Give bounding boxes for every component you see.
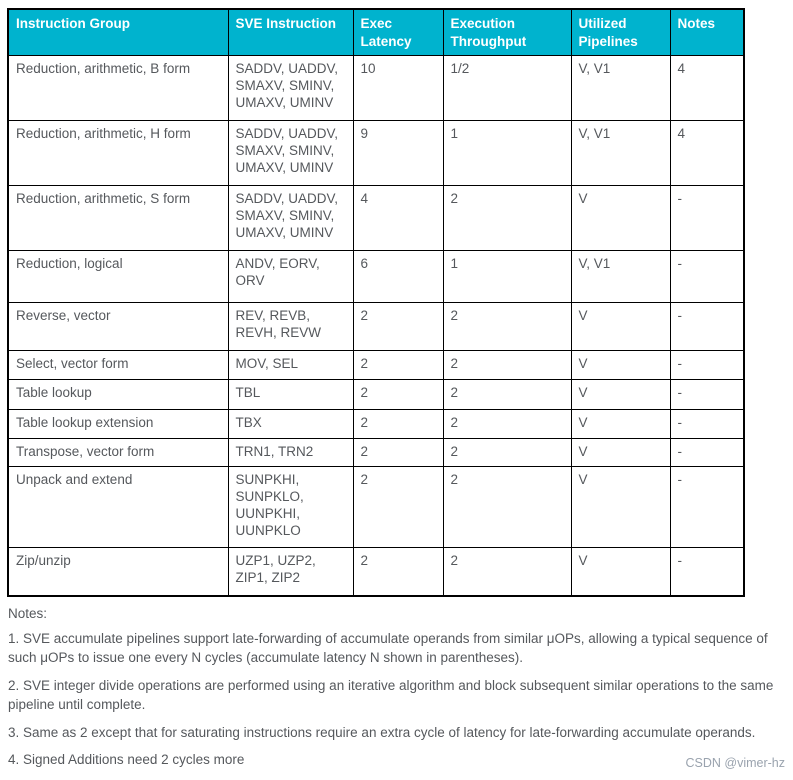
table-row: Table lookup extension TBX 2 2 V - [7, 409, 745, 440]
cell-execution-throughput: 2 [442, 302, 572, 352]
note-item-2: 2. SVE integer divide operations are per… [8, 677, 774, 712]
table-row: Reduction, arithmetic, H form SADDV, UAD… [7, 120, 745, 187]
cell-instruction-group: Select, vector form [7, 350, 229, 381]
cell-notes: - [669, 438, 745, 468]
cell-utilized-pipelines: V [570, 185, 671, 252]
cell-sve-instruction: MOV, SEL [227, 350, 354, 381]
table-header-row: Instruction Group SVE Instruction Exec L… [7, 8, 745, 57]
cell-execution-throughput: 2 [442, 438, 572, 468]
cell-instruction-group: Reduction, arithmetic, H form [7, 120, 229, 187]
cell-sve-instruction: ANDV, EORV, ORV [227, 250, 354, 304]
cell-exec-latency: 10 [352, 55, 444, 122]
column-header-notes: Notes [669, 8, 745, 57]
cell-instruction-group: Reverse, vector [7, 302, 229, 352]
cell-instruction-group: Unpack and extend [7, 466, 229, 549]
column-header-exec-latency: Exec Latency [352, 8, 444, 57]
cell-exec-latency: 2 [352, 438, 444, 468]
column-header-instruction-group: Instruction Group [7, 8, 229, 57]
csdn-watermark: CSDN @vimer-hz [685, 756, 786, 771]
cell-exec-latency: 9 [352, 120, 444, 187]
cell-execution-throughput: 1/2 [442, 55, 572, 122]
cell-exec-latency: 2 [352, 409, 444, 440]
cell-sve-instruction: TRN1, TRN2 [227, 438, 354, 468]
cell-instruction-group: Reduction, arithmetic, S form [7, 185, 229, 252]
cell-execution-throughput: 2 [442, 185, 572, 252]
note-item-4: 4. Signed Additions need 2 cycles more [8, 752, 245, 768]
cell-exec-latency: 2 [352, 350, 444, 381]
cell-instruction-group: Transpose, vector form [7, 438, 229, 468]
cell-notes: - [669, 466, 745, 549]
cell-utilized-pipelines: V [570, 379, 671, 411]
column-header-sve-instruction: SVE Instruction [227, 8, 354, 57]
cell-execution-throughput: 2 [442, 409, 572, 440]
table-row: Transpose, vector form TRN1, TRN2 2 2 V … [7, 438, 745, 468]
column-header-utilized-pipelines: Utilized Pipelines [570, 8, 671, 57]
column-header-execution-throughput: Execution Throughput [442, 8, 572, 57]
cell-notes: - [669, 185, 745, 252]
cell-sve-instruction: SADDV, UADDV, SMAXV, SMINV, UMAXV, UMINV [227, 120, 354, 187]
sve-instruction-table: Instruction Group SVE Instruction Exec L… [7, 8, 745, 597]
cell-exec-latency: 4 [352, 185, 444, 252]
cell-sve-instruction: TBX [227, 409, 354, 440]
cell-utilized-pipelines: V [570, 350, 671, 381]
notes-section: Notes: 1. SVE accumulate pipelines suppo… [7, 606, 787, 770]
cell-notes: 4 [669, 55, 745, 122]
cell-utilized-pipelines: V, V1 [570, 120, 671, 187]
cell-exec-latency: 6 [352, 250, 444, 304]
table-row: Reduction, arithmetic, B form SADDV, UAD… [7, 55, 745, 122]
cell-notes: - [669, 250, 745, 304]
table-row: Reduction, logical ANDV, EORV, ORV 6 1 V… [7, 250, 745, 304]
cell-utilized-pipelines: V [570, 547, 671, 597]
cell-sve-instruction: REV, REVB, REVH, REVW [227, 302, 354, 352]
note-item-1: 1. SVE accumulate pipelines support late… [8, 630, 768, 665]
cell-exec-latency: 2 [352, 302, 444, 352]
cell-execution-throughput: 2 [442, 379, 572, 411]
cell-utilized-pipelines: V [570, 302, 671, 352]
cell-notes: - [669, 409, 745, 440]
cell-execution-throughput: 2 [442, 547, 572, 597]
cell-sve-instruction: SADDV, UADDV, SMAXV, SMINV, UMAXV, UMINV [227, 55, 354, 122]
cell-instruction-group: Zip/unzip [7, 547, 229, 597]
cell-notes: - [669, 302, 745, 352]
cell-utilized-pipelines: V, V1 [570, 250, 671, 304]
cell-notes: - [669, 379, 745, 411]
cell-exec-latency: 2 [352, 547, 444, 597]
cell-instruction-group: Reduction, logical [7, 250, 229, 304]
cell-execution-throughput: 2 [442, 350, 572, 381]
note-item-3: 3. Same as 2 except that for saturating … [8, 724, 756, 740]
cell-instruction-group: Reduction, arithmetic, B form [7, 55, 229, 122]
cell-utilized-pipelines: V, V1 [570, 55, 671, 122]
cell-utilized-pipelines: V [570, 466, 671, 549]
cell-sve-instruction: UZP1, UZP2, ZIP1, ZIP2 [227, 547, 354, 597]
table-row: Select, vector form MOV, SEL 2 2 V - [7, 350, 745, 381]
cell-sve-instruction: TBL [227, 379, 354, 411]
cell-exec-latency: 2 [352, 466, 444, 549]
cell-instruction-group: Table lookup [7, 379, 229, 411]
cell-execution-throughput: 1 [442, 120, 572, 187]
table-row: Reduction, arithmetic, S form SADDV, UAD… [7, 185, 745, 252]
table-row: Reverse, vector REV, REVB, REVH, REVW 2 … [7, 302, 745, 352]
table-row: Unpack and extend SUNPKHI, SUNPKLO, UUNP… [7, 466, 745, 549]
cell-utilized-pipelines: V [570, 409, 671, 440]
cell-notes: 4 [669, 120, 745, 187]
cell-sve-instruction: SUNPKHI, SUNPKLO, UUNPKHI, UUNPKLO [227, 466, 354, 549]
notes-title: Notes: [8, 605, 48, 621]
cell-execution-throughput: 2 [442, 466, 572, 549]
table-row: Table lookup TBL 2 2 V - [7, 379, 745, 411]
cell-utilized-pipelines: V [570, 438, 671, 468]
cell-notes: - [669, 547, 745, 597]
notes-footer-row: 4. Signed Additions need 2 cycles more C… [7, 751, 787, 770]
cell-execution-throughput: 1 [442, 250, 572, 304]
cell-notes: - [669, 350, 745, 381]
cell-sve-instruction: SADDV, UADDV, SMAXV, SMINV, UMAXV, UMINV [227, 185, 354, 252]
table-row: Zip/unzip UZP1, UZP2, ZIP1, ZIP2 2 2 V - [7, 547, 745, 597]
cell-instruction-group: Table lookup extension [7, 409, 229, 440]
cell-exec-latency: 2 [352, 379, 444, 411]
